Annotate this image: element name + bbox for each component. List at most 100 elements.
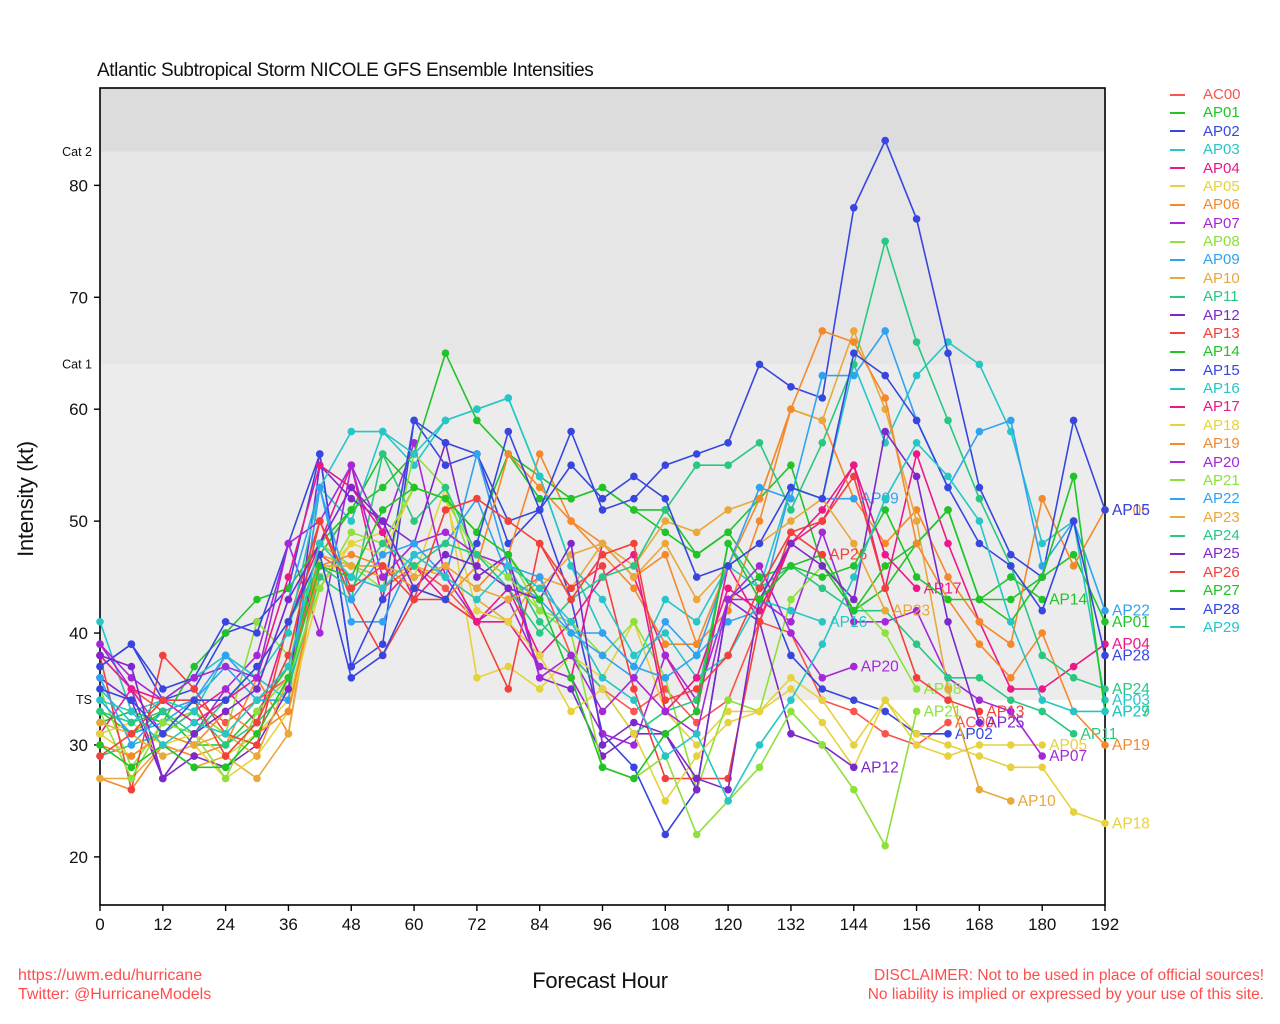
legend-item-ap27: AP27 (1170, 582, 1274, 599)
series-point-ap08 (912, 685, 921, 693)
series-end-label-ac00: AC00 (955, 715, 994, 732)
series-point-ap07 (787, 618, 795, 626)
legend-swatch-ap08 (1170, 240, 1185, 243)
series-point-ap25 (504, 584, 513, 593)
series-point-ap26 (96, 752, 104, 760)
series-point-ap05 (1038, 741, 1046, 749)
series-end-label-ap02: AP02 (955, 726, 993, 743)
series-end-label-ap11: AP11 (1081, 726, 1118, 743)
series-point-ap02 (944, 730, 952, 738)
series-point-ap24 (944, 416, 952, 425)
series-point-ap16 (378, 427, 387, 436)
series-point-ap15 (850, 204, 858, 212)
series-point-ap24 (724, 461, 732, 470)
series-point-ap23 (473, 584, 481, 593)
series-point-ap14 (944, 506, 952, 514)
legend-swatch-ap10 (1170, 277, 1185, 280)
series-point-ap28 (755, 539, 764, 548)
series-point-ap29 (975, 517, 984, 525)
series-point-ap10 (975, 785, 984, 794)
series-point-ap28 (159, 730, 167, 738)
legend-label-ap22: AP22 (1203, 490, 1240, 508)
series-point-ap27 (661, 730, 670, 738)
series-point-ap10 (912, 517, 921, 525)
series-point-ap03 (912, 371, 921, 380)
series-point-ap18 (881, 696, 889, 704)
legend-swatch-ap20 (1170, 461, 1185, 463)
series-point-ap27 (410, 483, 418, 492)
series-point-ap10 (818, 416, 827, 425)
series-point-ap16 (473, 405, 481, 414)
series-point-ap17 (378, 528, 387, 537)
twitter-handle-text: Twitter: @HurricaneModels (18, 986, 212, 1003)
series-point-ap19 (850, 338, 858, 346)
series-point-ap20 (535, 674, 544, 682)
x-tick-label: 12 (153, 915, 172, 934)
series-point-ap17 (881, 550, 889, 559)
series-point-ap05 (975, 741, 984, 749)
series-point-ap24 (535, 629, 544, 637)
legend-label-ap11: AP11 (1203, 288, 1239, 306)
series-point-ap06 (975, 618, 984, 626)
series-point-ap27 (441, 494, 450, 503)
series-point-ap25 (975, 718, 984, 727)
series-point-ap14 (441, 349, 450, 358)
series-point-ap01 (787, 461, 795, 470)
series-point-ap27 (975, 595, 984, 604)
series-point-ap28 (598, 494, 607, 503)
series-point-ap18 (96, 730, 104, 738)
series-point-ap25 (347, 483, 356, 492)
x-tick-label: 36 (279, 915, 298, 934)
series-point-ap07 (316, 629, 324, 637)
series-point-ap11 (1038, 707, 1046, 716)
series-point-ap09 (661, 618, 670, 626)
series-point-ap26 (504, 517, 513, 525)
series-point-ap25 (598, 741, 607, 749)
series-point-ap18 (818, 696, 827, 704)
series-point-ac00 (881, 730, 889, 738)
series-point-ap20 (755, 562, 764, 570)
series-point-ap14 (755, 573, 764, 581)
series-point-ap12 (692, 785, 701, 794)
series-point-ac00 (850, 707, 858, 716)
series-point-ap27 (284, 674, 293, 682)
series-end-label-ap06: AP06 (1112, 502, 1150, 519)
x-tick-label: 120 (714, 915, 742, 934)
band-label: Cat 1 (62, 357, 92, 371)
series-point-ap24 (881, 237, 889, 246)
series-point-ap25 (567, 539, 575, 548)
series-point-ap01 (661, 528, 670, 537)
series-point-ap17 (284, 573, 293, 581)
series-point-ap19 (535, 483, 544, 492)
series-point-ap28 (881, 371, 889, 380)
series-point-ap29 (787, 696, 795, 704)
series-point-ap29 (912, 439, 921, 447)
series-point-ap11 (1007, 696, 1015, 704)
series-point-ap22 (1007, 416, 1015, 425)
y-tick-label: 50 (69, 512, 88, 531)
series-point-ap15 (441, 439, 450, 447)
series-point-ap25 (253, 685, 261, 693)
legend-swatch-ap01 (1170, 111, 1185, 114)
series-point-ap20 (96, 640, 104, 648)
x-axis-label: Forecast Hour (532, 968, 668, 993)
series-point-ap11 (818, 584, 827, 593)
series-point-ap11 (221, 741, 230, 749)
series-point-ap08 (630, 618, 638, 626)
series-point-ap14 (850, 606, 858, 615)
series-point-ap18 (755, 707, 764, 716)
series-point-ap20 (661, 707, 670, 716)
series-point-ap14 (630, 506, 638, 514)
series-point-ap29 (221, 730, 230, 738)
legend-swatch-ap17 (1170, 405, 1185, 408)
series-point-ap26 (630, 539, 638, 548)
series-point-ap26 (755, 584, 764, 593)
series-end-label-ap27: AP27 (1112, 703, 1150, 720)
series-point-ap16 (284, 629, 293, 637)
legend-swatch-ap14 (1170, 350, 1185, 353)
series-point-ap26 (347, 584, 356, 593)
legend-label-ap02: AP02 (1203, 122, 1240, 140)
series-point-ap20 (787, 629, 795, 637)
legend-item-ap13: AP13 (1170, 325, 1274, 342)
series-point-ap17 (724, 584, 732, 593)
